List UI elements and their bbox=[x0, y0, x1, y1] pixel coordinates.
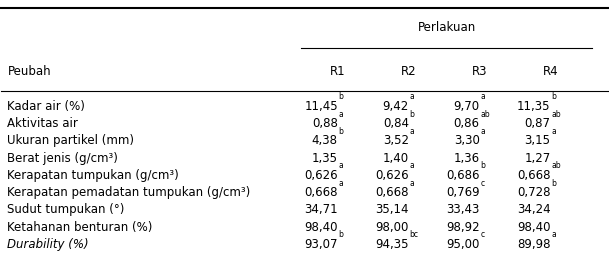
Text: c: c bbox=[481, 230, 484, 239]
Text: 35,14: 35,14 bbox=[375, 203, 409, 216]
Text: 1,27: 1,27 bbox=[524, 152, 551, 165]
Text: 98,40: 98,40 bbox=[304, 220, 338, 233]
Text: a: a bbox=[551, 127, 556, 136]
Text: 1,35: 1,35 bbox=[312, 152, 338, 165]
Text: a: a bbox=[481, 92, 485, 101]
Text: 0,626: 0,626 bbox=[375, 169, 409, 182]
Text: a: a bbox=[339, 178, 343, 187]
Text: 0,668: 0,668 bbox=[304, 186, 338, 199]
Text: 98,00: 98,00 bbox=[375, 220, 409, 233]
Text: a: a bbox=[481, 127, 485, 136]
Text: b: b bbox=[339, 92, 343, 101]
Text: Kadar air (%): Kadar air (%) bbox=[7, 100, 85, 113]
Text: 1,40: 1,40 bbox=[382, 152, 409, 165]
Text: a: a bbox=[409, 127, 414, 136]
Text: ab: ab bbox=[551, 110, 561, 119]
Text: a: a bbox=[339, 110, 343, 119]
Text: 3,15: 3,15 bbox=[524, 134, 551, 147]
Text: b: b bbox=[339, 127, 343, 136]
Text: 89,98: 89,98 bbox=[517, 238, 551, 251]
Text: a: a bbox=[551, 230, 556, 239]
Text: 95,00: 95,00 bbox=[446, 238, 480, 251]
Text: Kerapatan tumpukan (g/cm³): Kerapatan tumpukan (g/cm³) bbox=[7, 169, 179, 182]
Text: 0,686: 0,686 bbox=[446, 169, 480, 182]
Text: 0,88: 0,88 bbox=[312, 117, 338, 130]
Text: 93,07: 93,07 bbox=[304, 238, 338, 251]
Text: 0,86: 0,86 bbox=[454, 117, 480, 130]
Text: ab: ab bbox=[481, 110, 490, 119]
Text: ab: ab bbox=[551, 161, 561, 170]
Text: 0,769: 0,769 bbox=[446, 186, 480, 199]
Text: Aktivitas air: Aktivitas air bbox=[7, 117, 79, 130]
Text: a: a bbox=[409, 161, 414, 170]
Text: Berat jenis (g/cm³): Berat jenis (g/cm³) bbox=[7, 152, 118, 165]
Text: a: a bbox=[339, 161, 343, 170]
Text: 11,45: 11,45 bbox=[304, 100, 338, 113]
Text: 0,668: 0,668 bbox=[517, 169, 551, 182]
Text: 34,71: 34,71 bbox=[304, 203, 338, 216]
Text: 0,87: 0,87 bbox=[524, 117, 551, 130]
Text: 4,38: 4,38 bbox=[312, 134, 338, 147]
Text: b: b bbox=[481, 161, 485, 170]
Text: 0,626: 0,626 bbox=[304, 169, 338, 182]
Text: R3: R3 bbox=[472, 65, 487, 78]
Text: Kerapatan pemadatan tumpukan (g/cm³): Kerapatan pemadatan tumpukan (g/cm³) bbox=[7, 186, 251, 199]
Text: bc: bc bbox=[409, 230, 418, 239]
Text: 9,70: 9,70 bbox=[454, 100, 480, 113]
Text: c: c bbox=[481, 178, 484, 187]
Text: a: a bbox=[409, 178, 414, 187]
Text: b: b bbox=[551, 178, 556, 187]
Text: a: a bbox=[409, 92, 414, 101]
Text: Ketahanan benturan (%): Ketahanan benturan (%) bbox=[7, 220, 153, 233]
Text: 1,36: 1,36 bbox=[454, 152, 480, 165]
Text: Ukuran partikel (mm): Ukuran partikel (mm) bbox=[7, 134, 135, 147]
Text: 0,668: 0,668 bbox=[375, 186, 409, 199]
Text: Peubah: Peubah bbox=[7, 65, 51, 78]
Text: 33,43: 33,43 bbox=[446, 203, 480, 216]
Text: 0,84: 0,84 bbox=[383, 117, 409, 130]
Text: R4: R4 bbox=[543, 65, 558, 78]
Text: b: b bbox=[551, 92, 556, 101]
Text: b: b bbox=[409, 110, 414, 119]
Text: 11,35: 11,35 bbox=[517, 100, 551, 113]
Text: 98,40: 98,40 bbox=[517, 220, 551, 233]
Text: 9,42: 9,42 bbox=[382, 100, 409, 113]
Text: Durability (%): Durability (%) bbox=[7, 238, 89, 251]
Text: b: b bbox=[339, 230, 343, 239]
Text: 98,92: 98,92 bbox=[446, 220, 480, 233]
Text: Perlakuan: Perlakuan bbox=[418, 22, 476, 35]
Text: R1: R1 bbox=[330, 65, 346, 78]
Text: 94,35: 94,35 bbox=[375, 238, 409, 251]
Text: 34,24: 34,24 bbox=[517, 203, 551, 216]
Text: 0,728: 0,728 bbox=[517, 186, 551, 199]
Text: 3,52: 3,52 bbox=[383, 134, 409, 147]
Text: R2: R2 bbox=[401, 65, 417, 78]
Text: 3,30: 3,30 bbox=[454, 134, 480, 147]
Text: Sudut tumpukan (°): Sudut tumpukan (°) bbox=[7, 203, 125, 216]
